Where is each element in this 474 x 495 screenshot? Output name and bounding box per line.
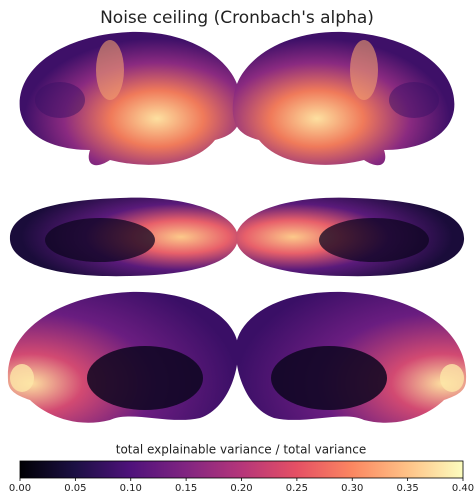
x-tick-label: 0.05 (64, 483, 86, 494)
brain-dorsal-left (10, 198, 238, 277)
x-tick-label: 0.10 (120, 483, 142, 494)
brain-lateral-right (233, 32, 455, 165)
x-tick-label: 0.35 (396, 483, 418, 494)
x-tick-label: 0.15 (175, 483, 197, 494)
x-tick-label: 0.30 (341, 483, 363, 494)
x-tick-label: 0.25 (286, 483, 308, 494)
brain-medial-right (236, 292, 466, 423)
colorbar (20, 461, 463, 478)
brain-lateral-left (20, 32, 242, 165)
figure: Noise ceiling (Cronbach's alpha) total e… (0, 0, 474, 495)
brain-medial-left (8, 292, 238, 423)
x-tick-label: 0.40 (452, 483, 474, 494)
x-tick-label: 0.00 (9, 483, 31, 494)
brain-dorsal-right (236, 198, 464, 277)
chart-title: Noise ceiling (Cronbach's alpha) (100, 8, 374, 28)
colorbar-label: total explainable variance / total varia… (116, 443, 367, 457)
x-tick-label: 0.20 (230, 483, 252, 494)
